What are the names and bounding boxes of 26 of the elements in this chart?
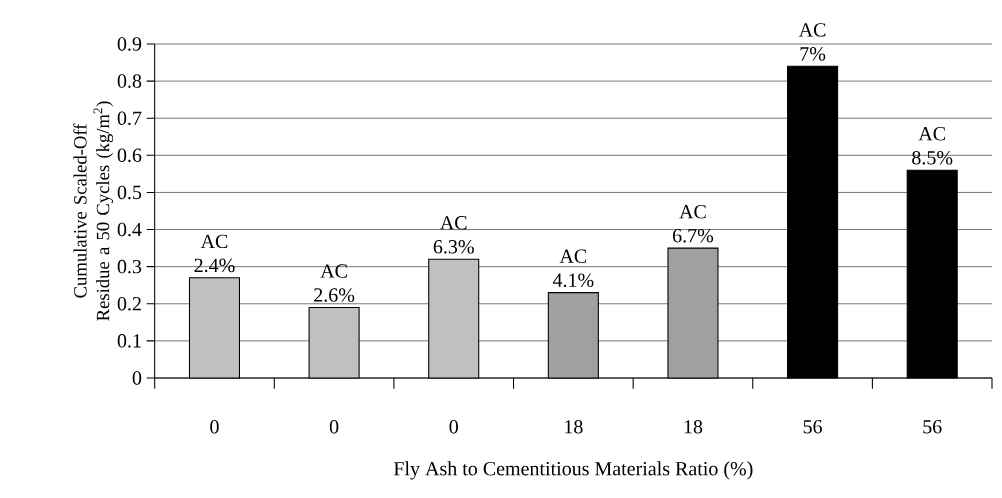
- y-tick-label: 0.3: [117, 259, 142, 274]
- annotation: AC 2.6%: [314, 264, 355, 302]
- y-tick-label: 0.5: [117, 185, 142, 200]
- annotation: AC 2.4%: [194, 234, 235, 273]
- y-tick-label: 0.8: [117, 74, 142, 88]
- x-axis-title: Fly Ash to Cementitious Materials Ratio (%): [393, 461, 753, 480]
- x-tick-label: 18: [565, 420, 583, 434]
- y-axis-title: Cumulative Scaled-Off Residue a 50 Cycles (kg/m$^{2}$): [73, 101, 114, 321]
- annotation: AC 4.1%: [552, 249, 594, 288]
- y-tick-label: 0.1: [117, 334, 141, 348]
- y-tick-label: 0.7: [117, 111, 142, 126]
- annotation: AC 6.3%: [433, 216, 474, 254]
- x-tick-label: 0: [329, 420, 339, 434]
- y-tick-label: 0.9: [117, 37, 142, 51]
- y-tick-label: 0.4: [117, 222, 142, 237]
- x-tick-label: 0: [449, 420, 458, 434]
- x-tick-label: 56: [803, 420, 822, 434]
- x-tick-label: 18: [684, 420, 703, 434]
- y-tick-label: 0.6: [117, 148, 142, 163]
- y-tick-label: 0.2: [117, 296, 141, 311]
- y-tick-label: 0: [132, 371, 142, 385]
- annotation: AC 8.5%: [912, 127, 953, 165]
- x-tick-label: 56: [923, 420, 942, 434]
- annotation: AC 7%: [798, 23, 826, 61]
- x-tick-label: 0: [210, 420, 219, 434]
- annotation: AC 6.7%: [672, 204, 714, 243]
